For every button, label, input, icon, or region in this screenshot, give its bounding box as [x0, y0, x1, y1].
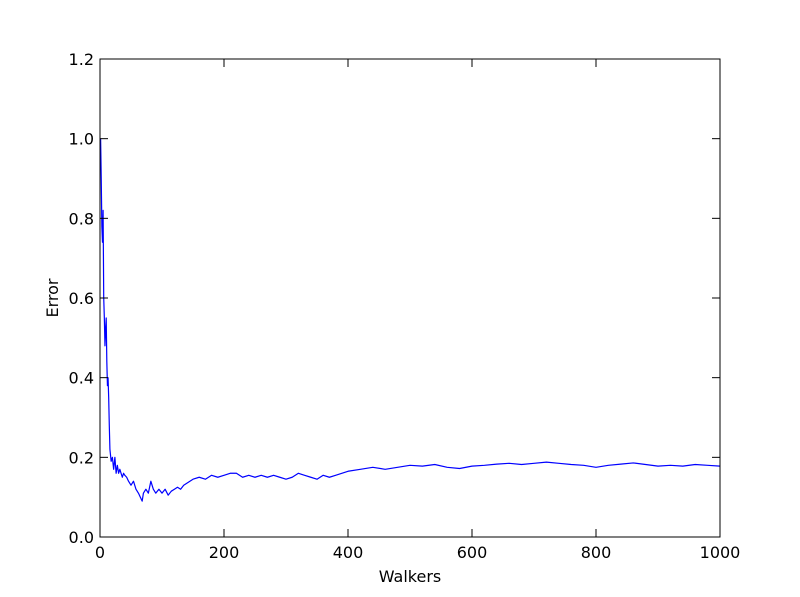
y-tick-label: 0.6 [69, 289, 94, 308]
y-tick-label: 0.4 [69, 369, 94, 388]
y-tick-label: 1.0 [69, 130, 94, 149]
x-tick-label: 800 [581, 543, 612, 562]
x-tick-label: 600 [457, 543, 488, 562]
series-line-0 [100, 138, 721, 502]
plot-area [100, 138, 721, 502]
x-tick-label: 200 [209, 543, 240, 562]
y-tick-label: 0.8 [69, 209, 94, 228]
y-tick-label: 0.2 [69, 448, 94, 467]
y-tick-label: 1.2 [69, 50, 94, 69]
x-tick-label: 1000 [700, 543, 741, 562]
x-tick-label: 0 [95, 543, 105, 562]
y-tick-label: 0.0 [69, 528, 94, 547]
axis-ticks: 0 200 400 600 800 1000 0.0 0.2 0.4 0.6 0.8 1.0 1.2 [69, 50, 741, 562]
x-axis-label: Walkers [379, 567, 442, 586]
x-tick-label: 400 [333, 543, 364, 562]
y-axis-label: Error [43, 278, 62, 317]
